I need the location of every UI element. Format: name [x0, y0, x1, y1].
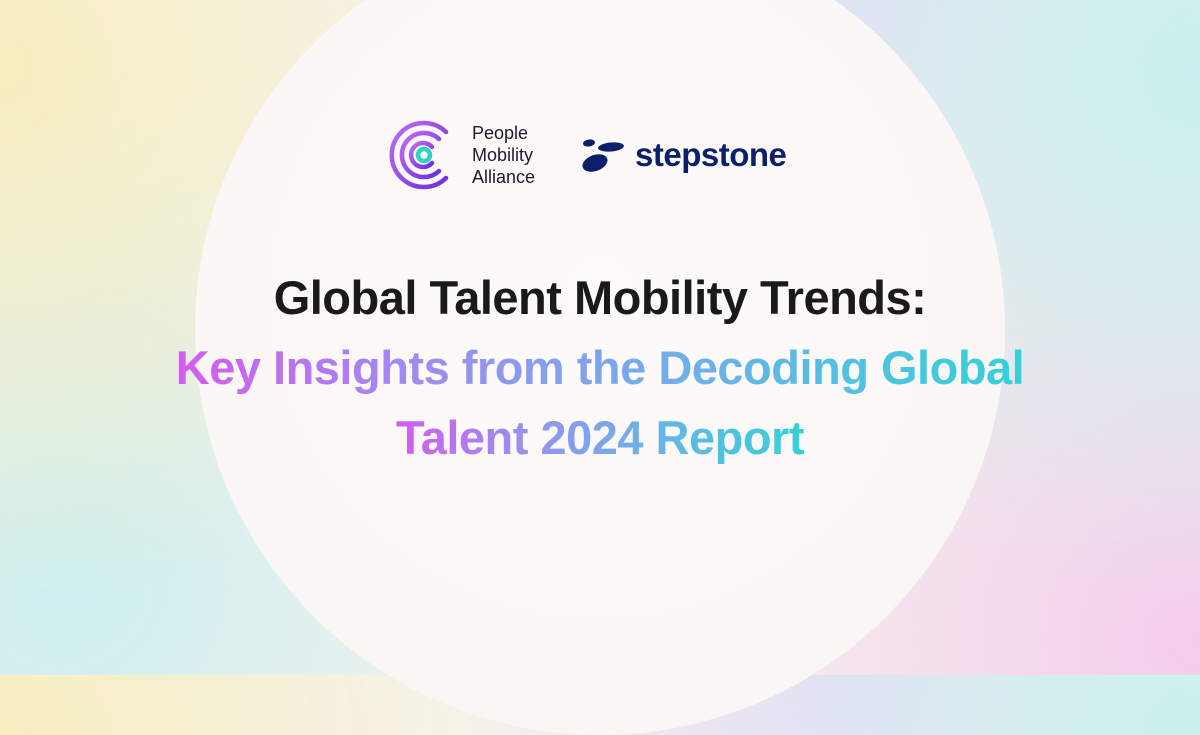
headline-line-3: Talent 2024 Report [395, 411, 805, 464]
pma-line: Mobility [472, 145, 534, 165]
headline-line-2: Key Insights from the Decoding Global [175, 341, 1025, 394]
pma-wordmark: People Mobility Alliance [472, 122, 535, 188]
headline-line-1: Global Talent Mobility Trends: [273, 271, 927, 324]
headline-line-2-wrap: Key Insights from the Decoding Global [0, 340, 1200, 395]
stepstone-logo: stepstone [581, 136, 787, 174]
stepstone-wordmark: stepstone [635, 136, 787, 173]
pma-line: People [472, 123, 529, 143]
headline-line-3-wrap: Talent 2024 Report [0, 410, 1200, 465]
logo-row: People Mobility Alliance stepstone [388, 120, 787, 190]
people-mobility-alliance-logo: People Mobility Alliance [388, 120, 535, 190]
pma-logo-icon [389, 120, 449, 190]
stepstone-stones-icon [582, 139, 625, 172]
pma-line: Alliance [472, 167, 536, 187]
background-circle [195, 0, 1005, 735]
